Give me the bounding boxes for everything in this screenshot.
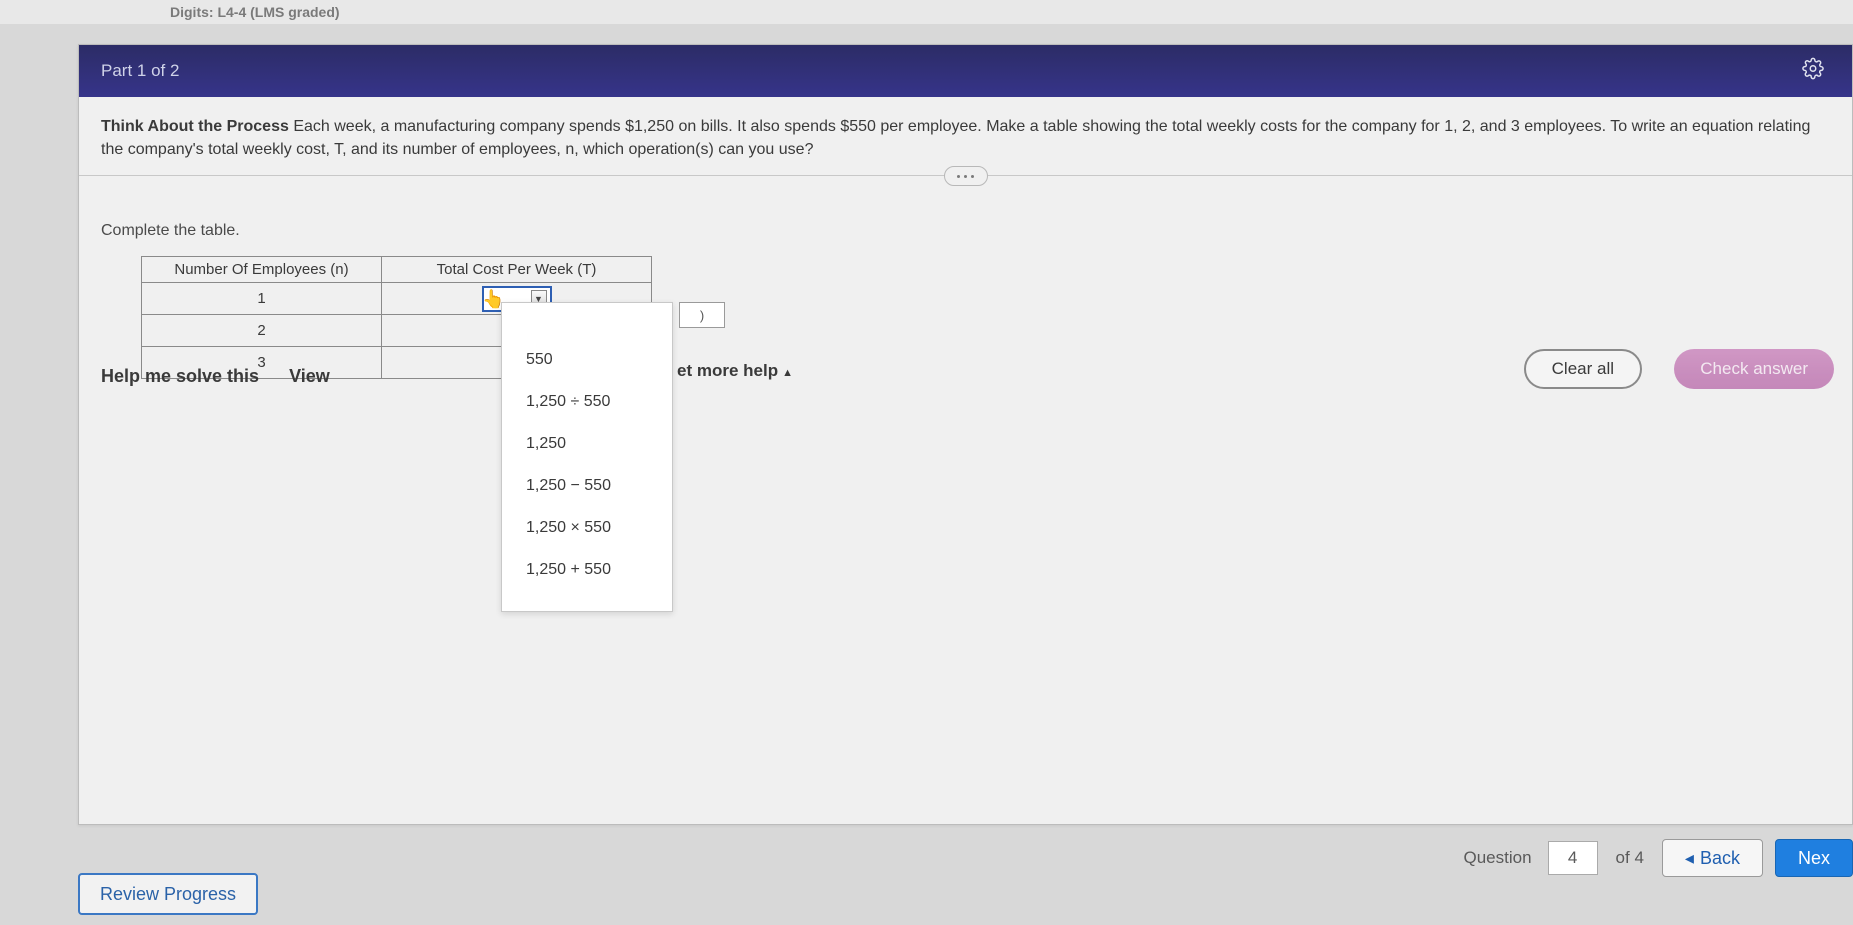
back-label: Back <box>1700 848 1740 869</box>
gear-icon <box>1802 58 1824 80</box>
tab-title: Digits: L4-4 (LMS graded) <box>170 4 340 20</box>
cell-n: 1 <box>142 283 382 315</box>
get-more-help-link[interactable]: et more help ▲ <box>677 361 793 381</box>
clear-all-label: Clear all <box>1552 359 1614 379</box>
view-example-link[interactable]: View <box>289 366 330 387</box>
dropdown-option[interactable]: 550 <box>502 339 672 381</box>
dropdown-options-panel: 550 1,250 ÷ 550 1,250 1,250 − 550 1,250 … <box>501 302 673 612</box>
dropdown-option[interactable]: 1,250 + 550 <box>502 549 672 591</box>
dropdown-option[interactable]: 1,250 ÷ 550 <box>502 381 672 423</box>
part-header: Part 1 of 2 <box>79 45 1852 97</box>
tab-strip: Digits: L4-4 (LMS graded) <box>0 0 1853 24</box>
col-header-n: Number Of Employees (n) <box>142 257 382 283</box>
question-panel: Part 1 of 2 Think About the Process Each… <box>78 44 1853 825</box>
col-header-t: Total Cost Per Week (T) <box>382 257 652 283</box>
instruction-text: Complete the table. <box>101 222 1830 240</box>
caret-left-icon: ◂ <box>1685 848 1694 869</box>
problem-statement: Think About the Process Each week, a man… <box>79 97 1852 176</box>
back-button[interactable]: ◂ Back <box>1662 839 1763 877</box>
check-answer-button[interactable]: Check answer <box>1674 349 1834 389</box>
caret-up-icon: ▲ <box>782 367 793 379</box>
aux-input-box[interactable]: ) <box>679 302 725 328</box>
review-progress-button[interactable]: Review Progress <box>78 873 258 915</box>
question-nav: Question 4 of 4 ◂ Back Nex <box>1464 839 1853 877</box>
review-progress-label: Review Progress <box>100 884 236 905</box>
question-number: 4 <box>1568 848 1577 868</box>
aux-input-value: ) <box>700 308 704 323</box>
dropdown-option[interactable]: 1,250 × 550 <box>502 507 672 549</box>
help-me-solve-link[interactable]: Help me solve this <box>101 366 259 387</box>
problem-lead: Think About the Process <box>101 118 289 135</box>
help-links: Help me solve this View <box>101 366 330 387</box>
cell-n: 2 <box>142 315 382 347</box>
part-label: Part 1 of 2 <box>101 61 179 81</box>
dropdown-option[interactable]: 1,250 <box>502 423 672 465</box>
clear-all-button[interactable]: Clear all <box>1524 349 1642 389</box>
question-label: Question <box>1464 848 1532 868</box>
question-of-label: of 4 <box>1616 848 1644 868</box>
check-answer-label: Check answer <box>1700 359 1808 379</box>
next-label: Nex <box>1798 848 1830 869</box>
get-more-help-label: et more help <box>677 361 778 380</box>
question-number-box: 4 <box>1548 841 1598 875</box>
problem-text: Each week, a manufacturing company spend… <box>101 118 1810 158</box>
next-button[interactable]: Nex <box>1775 839 1853 877</box>
settings-button[interactable] <box>1802 58 1824 85</box>
dropdown-option[interactable]: 1,250 − 550 <box>502 465 672 507</box>
work-area: Complete the table. Number Of Employees … <box>79 176 1852 399</box>
